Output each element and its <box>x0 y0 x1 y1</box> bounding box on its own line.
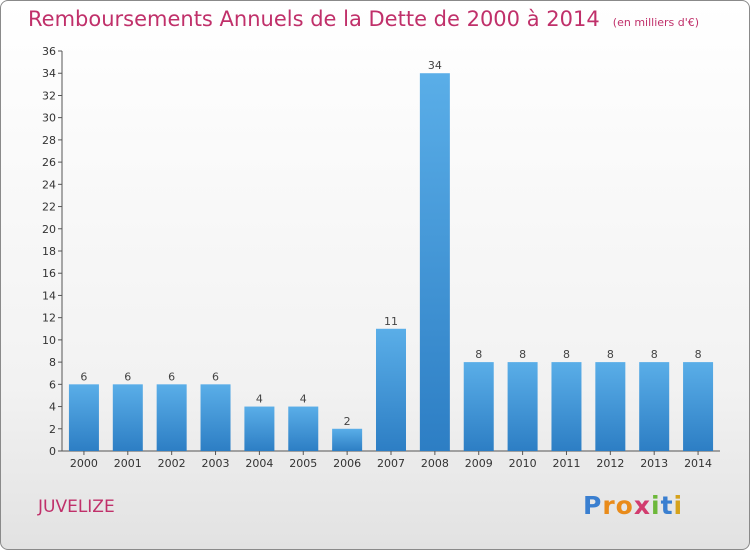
y-tick-label: 12 <box>42 312 56 325</box>
bar-value-label: 8 <box>607 348 614 361</box>
y-tick-label: 26 <box>42 156 56 169</box>
bar-value-label: 2 <box>344 415 351 428</box>
y-tick-label: 24 <box>42 178 56 191</box>
bar-value-label: 6 <box>212 370 219 383</box>
x-tick-label: 2004 <box>245 457 273 470</box>
bar-value-label: 8 <box>563 348 570 361</box>
bar <box>156 384 187 451</box>
logo-letter: o <box>615 491 634 520</box>
y-tick-label: 22 <box>42 201 56 214</box>
logo-letter: P <box>583 491 603 520</box>
bar <box>463 362 494 451</box>
x-tick-label: 2002 <box>158 457 186 470</box>
x-tick-label: 2007 <box>377 457 405 470</box>
y-tick-label: 10 <box>42 334 56 347</box>
y-tick-label: 8 <box>49 356 56 369</box>
y-tick-label: 2 <box>49 423 56 436</box>
x-tick-label: 2010 <box>509 457 537 470</box>
y-tick-label: 34 <box>42 67 56 80</box>
bar <box>683 362 714 451</box>
commune-name: JUVELIZE <box>38 497 115 517</box>
proxiti-logo: Proxiti <box>583 491 683 520</box>
x-tick-label: 2014 <box>684 457 712 470</box>
bar <box>288 406 319 451</box>
bar <box>507 362 538 451</box>
logo-letter: i <box>651 491 661 520</box>
bar-value-label: 8 <box>651 348 658 361</box>
y-tick-label: 14 <box>42 289 56 302</box>
title-block: Remboursements Annuels de la Dette de 20… <box>28 7 699 31</box>
x-tick-label: 2012 <box>596 457 624 470</box>
bar <box>244 406 275 451</box>
y-tick-label: 0 <box>49 445 56 458</box>
y-tick-label: 28 <box>42 134 56 147</box>
logo-letter: r <box>602 491 616 520</box>
y-tick-label: 6 <box>49 378 56 391</box>
bar-value-label: 4 <box>256 393 263 406</box>
logo-letter: x <box>633 491 651 520</box>
x-tick-label: 2003 <box>202 457 230 470</box>
bar-value-label: 4 <box>300 393 307 406</box>
y-tick-label: 18 <box>42 245 56 258</box>
y-tick-label: 30 <box>42 112 56 125</box>
bar-value-label: 34 <box>428 59 442 72</box>
bar-value-label: 11 <box>384 315 398 328</box>
y-tick-label: 20 <box>42 223 56 236</box>
chart-subtitle: (en milliers d'€) <box>612 16 700 29</box>
x-tick-label: 2013 <box>640 457 668 470</box>
bar <box>200 384 231 451</box>
bar-value-label: 8 <box>695 348 702 361</box>
x-tick-label: 2001 <box>114 457 142 470</box>
bar-value-label: 6 <box>80 370 87 383</box>
y-tick-label: 16 <box>42 267 56 280</box>
bar <box>112 384 143 451</box>
bar <box>595 362 626 451</box>
logo-letter: i <box>673 491 684 520</box>
bar <box>551 362 582 451</box>
x-tick-label: 2005 <box>289 457 317 470</box>
bar-value-label: 6 <box>124 370 131 383</box>
bar <box>332 428 363 451</box>
logo-letter: t <box>660 491 674 520</box>
bar <box>639 362 670 451</box>
x-tick-label: 2000 <box>70 457 98 470</box>
y-tick-label: 32 <box>42 89 56 102</box>
x-tick-label: 2011 <box>552 457 580 470</box>
bar <box>68 384 99 451</box>
bar <box>419 73 450 451</box>
y-tick-label: 36 <box>42 45 56 58</box>
bar <box>376 328 406 451</box>
bars: 6 6 6 6 4 4 2 11 34 8 8 8 8 8 8 <box>68 59 714 451</box>
x-tick-label: 2008 <box>421 457 449 470</box>
x-tick-label: 2009 <box>465 457 493 470</box>
bar-value-label: 8 <box>519 348 526 361</box>
chart-title: Remboursements Annuels de la Dette de 20… <box>28 7 600 31</box>
bar-value-label: 8 <box>475 348 482 361</box>
x-tick-label: 2006 <box>333 457 361 470</box>
bar-value-label: 6 <box>168 370 175 383</box>
y-tick-label: 4 <box>49 401 56 414</box>
